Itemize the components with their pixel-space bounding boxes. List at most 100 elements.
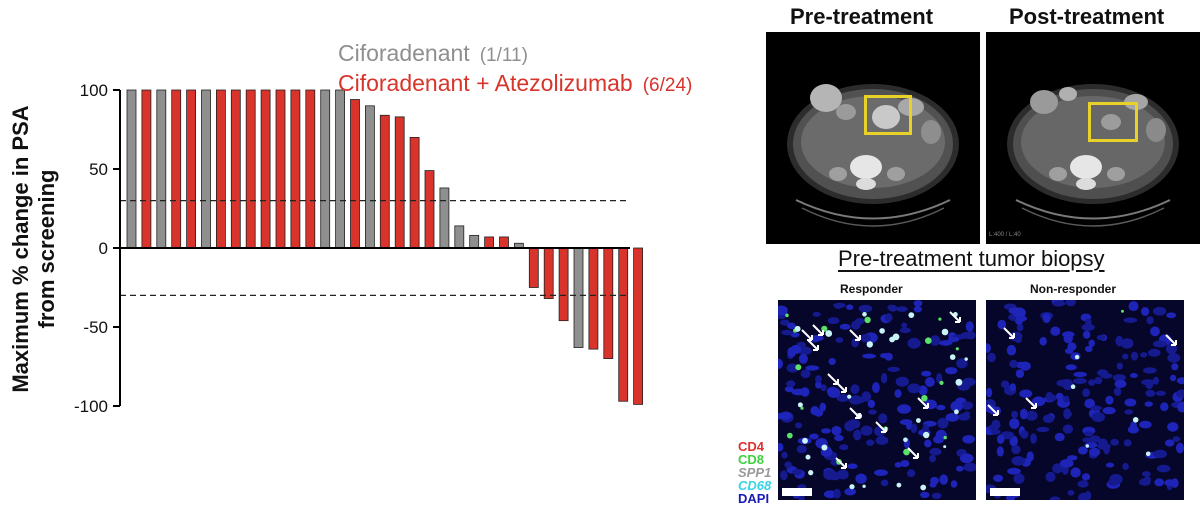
y-tick-label: -100	[74, 397, 108, 416]
nucleus	[1015, 361, 1028, 369]
ct-scan-post-treatment: L:400 / L:40	[986, 32, 1200, 244]
nucleus	[1083, 330, 1091, 339]
stained-cell	[794, 325, 801, 332]
nucleus	[993, 474, 1004, 482]
pre-treatment-header: Pre-treatment	[790, 4, 934, 29]
nucleus	[872, 382, 880, 394]
nucleus	[910, 423, 918, 434]
nucleus	[1094, 376, 1103, 385]
nucleus	[880, 372, 888, 384]
nucleus	[833, 488, 841, 499]
stained-cell	[866, 341, 873, 348]
nucleus	[839, 444, 849, 451]
nucleus	[963, 462, 976, 472]
bar	[305, 89, 316, 249]
nucleus	[1009, 359, 1018, 368]
nucleus	[1098, 438, 1108, 447]
arrow-icon	[875, 421, 887, 433]
nucleus	[1138, 478, 1151, 486]
nucleus	[1165, 439, 1175, 447]
arrow-icon	[1025, 397, 1037, 409]
nucleus	[1090, 405, 1102, 411]
nucleus	[987, 352, 996, 363]
nucleus	[1055, 392, 1064, 401]
nucleus	[921, 370, 932, 377]
nucleus	[1052, 463, 1063, 474]
bar	[588, 247, 599, 350]
nucleus	[1011, 410, 1019, 419]
nucleus	[1153, 449, 1167, 459]
arrow-icon	[835, 381, 847, 393]
y-tick-label: -50	[83, 318, 108, 337]
nucleus	[860, 333, 871, 343]
scale-bar	[782, 488, 812, 496]
nucleus	[947, 336, 960, 343]
stained-cell	[1132, 417, 1139, 423]
bar	[230, 89, 241, 249]
bar	[409, 136, 420, 249]
nucleus	[796, 445, 807, 454]
nucleus	[821, 428, 831, 434]
nucleus	[1065, 364, 1077, 371]
bar	[499, 236, 509, 249]
nucleus	[956, 358, 968, 369]
y-axis-label-line1: Maximum % change in PSA	[8, 105, 33, 392]
nucleus	[834, 434, 844, 442]
arrow-icon	[949, 311, 961, 323]
nucleus	[1084, 431, 1094, 437]
nucleus	[820, 384, 827, 392]
stained-cell	[1085, 444, 1089, 448]
nucleus	[963, 411, 970, 417]
nucleus	[1020, 430, 1029, 439]
bar	[245, 89, 256, 249]
nucleus	[1089, 447, 1101, 457]
legend-series-name: Ciforadenant + Atezolizumab	[338, 70, 633, 96]
nucleus	[1114, 379, 1127, 388]
cell-field	[986, 300, 1184, 500]
stained-cell	[908, 312, 915, 318]
nucleus	[798, 353, 808, 364]
stained-cell	[847, 394, 852, 399]
arrow-icon	[807, 339, 819, 351]
arrow-icon	[907, 447, 919, 459]
nucleus	[897, 404, 912, 414]
bar	[484, 236, 495, 249]
stained-cell	[892, 333, 900, 341]
bar	[126, 89, 137, 249]
nucleus	[784, 386, 794, 393]
nucleus	[962, 377, 976, 387]
nucleus	[1128, 301, 1139, 312]
nucleus	[990, 429, 1001, 435]
nucleus	[805, 365, 820, 371]
nucleus	[1078, 446, 1088, 455]
nucleus	[1113, 387, 1122, 397]
nucleus	[836, 394, 850, 402]
nucleus	[1130, 351, 1139, 361]
fluorescence-image-non-responder	[986, 300, 1184, 500]
nucleus	[784, 461, 792, 469]
scale-bar	[990, 488, 1020, 496]
bar	[543, 247, 554, 299]
nucleus	[965, 321, 974, 332]
nucleus	[1130, 373, 1138, 378]
nucleus	[875, 435, 889, 445]
nucleus	[961, 401, 973, 410]
bar	[454, 225, 465, 249]
nucleus	[847, 463, 858, 469]
bar	[379, 114, 390, 249]
stained-cell	[808, 470, 814, 476]
nucleus	[925, 377, 935, 387]
nucleus	[778, 358, 783, 370]
stained-cell	[849, 484, 855, 490]
nucleus	[1025, 410, 1038, 421]
nucleus	[1063, 395, 1070, 403]
nucleus	[997, 319, 1007, 330]
nucleus	[884, 313, 893, 322]
nucleus	[815, 381, 822, 389]
ct-scan-image	[1007, 84, 1179, 227]
nucleus	[1140, 352, 1148, 358]
nucleus	[929, 454, 936, 463]
nucleus	[907, 337, 921, 349]
nucleus	[938, 340, 953, 346]
nucleus	[936, 404, 946, 411]
